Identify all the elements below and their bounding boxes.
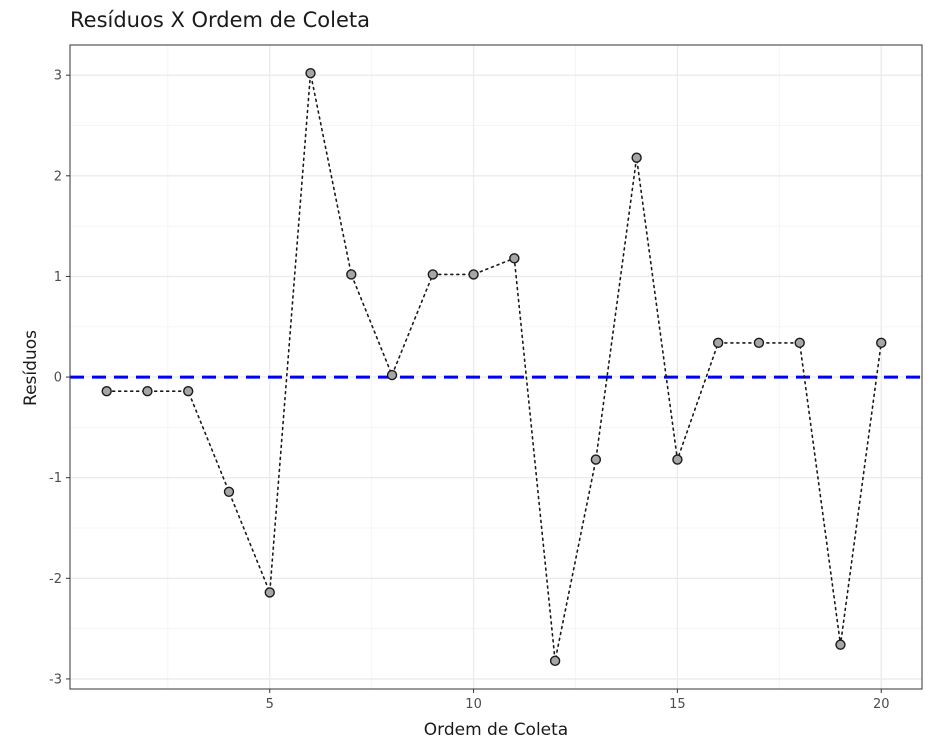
x-tick-label: 5: [266, 697, 274, 712]
data-point: [223, 486, 235, 497]
y-tick-label: -3: [49, 672, 62, 687]
data-point: [672, 454, 683, 465]
data-point: [427, 269, 439, 280]
data-point: [549, 655, 561, 667]
y-tick-label: 3: [54, 69, 62, 84]
data-point: [305, 67, 316, 79]
data-point: [101, 385, 112, 397]
x-tick-label: 15: [669, 697, 686, 712]
y-tick-label: -1: [49, 471, 62, 486]
data-point: [386, 369, 398, 381]
y-axis-title: Resíduos: [21, 330, 41, 406]
panel-border: [69, 44, 923, 690]
data-point: [631, 152, 642, 163]
data-point: [346, 269, 357, 280]
y-tick-label: -2: [49, 572, 62, 587]
data-point: [753, 337, 765, 349]
y-axis-ticks: -3 -2 -1 0 1 2 3: [49, 69, 70, 687]
x-tick-label: 10: [465, 697, 482, 712]
data-point: [142, 385, 153, 397]
y-tick-label: 0: [54, 371, 62, 386]
data-point: [876, 337, 887, 349]
y-tick-label: 2: [54, 169, 62, 184]
data-point: [264, 587, 275, 598]
x-tick-label: 20: [873, 697, 890, 712]
series-group: [101, 67, 887, 667]
data-point: [509, 253, 520, 264]
grid: [70, 45, 922, 689]
data-point: [590, 454, 602, 465]
data-point: [712, 337, 724, 349]
data-point: [183, 385, 194, 397]
x-axis-ticks: 5 10 15 20: [266, 689, 890, 712]
series-line: [105, 73, 883, 661]
data-point: [835, 639, 846, 650]
data-point: [794, 337, 805, 349]
data-point: [468, 269, 479, 280]
x-axis-title: Ordem de Coleta: [424, 720, 568, 740]
y-tick-label: 1: [54, 270, 62, 285]
chart-title: Resíduos X Ordem de Coleta: [70, 8, 370, 32]
